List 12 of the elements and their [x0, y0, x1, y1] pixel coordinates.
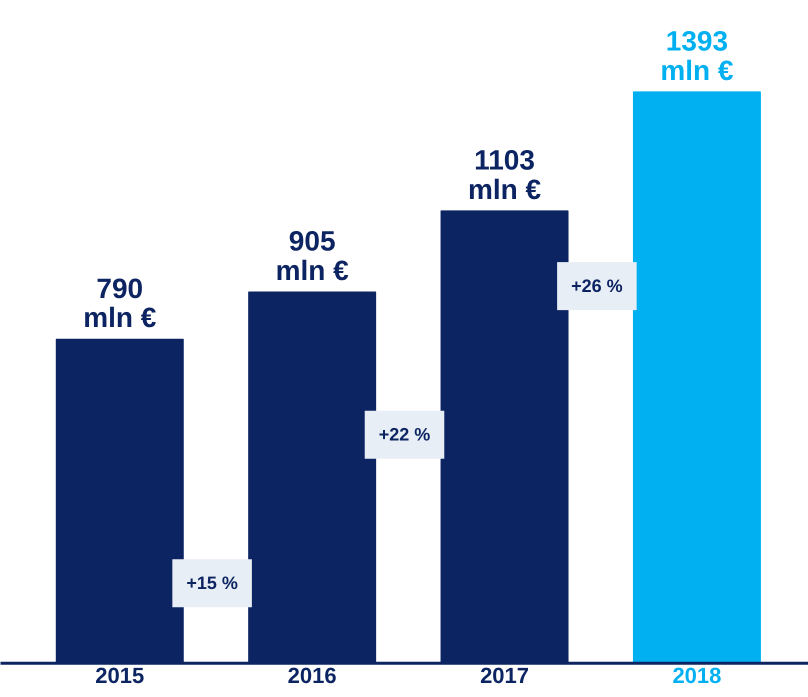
annotation: +22 % — [378, 424, 430, 445]
x-tick-label: 2018 — [672, 663, 722, 688]
annotation: +26 % — [571, 276, 623, 296]
x-tick-label: 2015 — [95, 663, 144, 688]
x-tick-label: 2017 — [480, 663, 530, 688]
data-label: 1103 mln € — [468, 144, 542, 205]
data-label: 1393 mln € — [660, 25, 734, 86]
annotation: +15 % — [186, 573, 238, 594]
bar — [632, 91, 761, 664]
data-label: 905 mln € — [276, 226, 350, 286]
data-label: 790 mln € — [83, 272, 157, 334]
x-tick-label: 2016 — [288, 663, 337, 688]
